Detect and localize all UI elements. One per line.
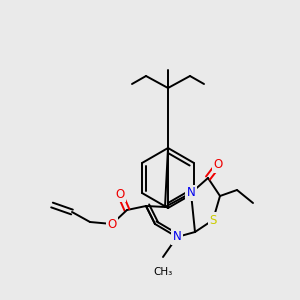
Text: O: O (116, 188, 124, 200)
Text: S: S (209, 214, 217, 226)
Text: O: O (107, 218, 117, 230)
Text: CH₃: CH₃ (153, 267, 172, 277)
Text: N: N (187, 187, 195, 200)
Text: N: N (172, 230, 182, 244)
Text: O: O (213, 158, 223, 172)
